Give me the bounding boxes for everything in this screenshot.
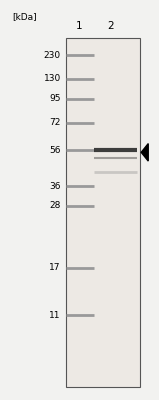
Text: 1: 1: [75, 21, 82, 31]
Text: 28: 28: [49, 202, 61, 210]
Text: 130: 130: [44, 74, 61, 83]
Text: [kDa]: [kDa]: [13, 12, 37, 21]
Text: 95: 95: [49, 94, 61, 103]
Polygon shape: [141, 144, 148, 161]
Text: 56: 56: [49, 146, 61, 155]
Text: 36: 36: [49, 182, 61, 190]
Text: 72: 72: [49, 118, 61, 127]
Text: 230: 230: [44, 50, 61, 60]
Text: 11: 11: [49, 311, 61, 320]
Text: 17: 17: [49, 263, 61, 272]
Bar: [66, 38, 140, 387]
Text: 2: 2: [107, 21, 114, 31]
